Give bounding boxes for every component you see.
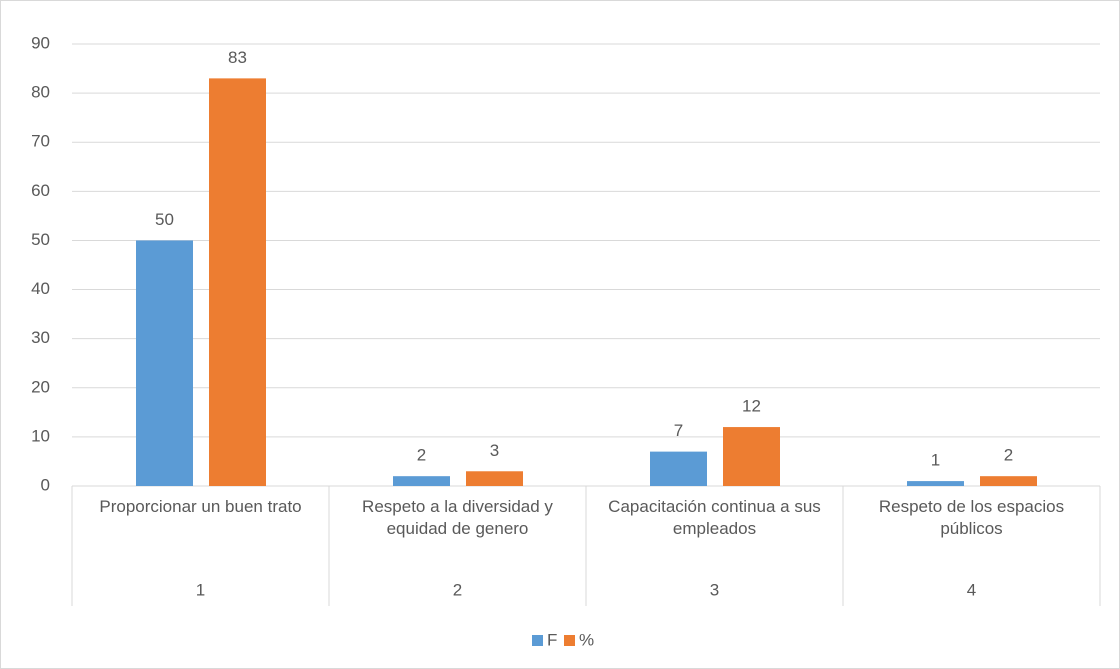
bar <box>723 427 780 486</box>
legend-label: F <box>547 630 557 649</box>
x-tick-label-group: Respeto a la diversidad y equidad de gen… <box>362 497 553 538</box>
x-tick-label: Respeto a la diversidad y equidad de gen… <box>362 497 553 538</box>
x-tick-label: Capacitación continua a sus empleados <box>608 497 821 538</box>
data-label: 2 <box>417 446 426 465</box>
x-tick-number: 1 <box>196 580 205 599</box>
bar <box>907 481 964 486</box>
x-tick-number: 2 <box>453 580 462 599</box>
x-tick-label: Proporcionar un buen trato <box>99 497 302 516</box>
y-tick-label: 40 <box>31 279 50 298</box>
bar <box>466 471 523 486</box>
data-label: 7 <box>674 421 683 440</box>
x-tick-number: 4 <box>967 580 976 599</box>
data-label: 2 <box>1004 446 1013 465</box>
x-tick-label-group: Respeto de los espacios públicos <box>878 497 1065 538</box>
bar <box>980 476 1037 486</box>
y-tick-label: 70 <box>31 132 50 151</box>
data-label: 83 <box>228 48 247 67</box>
legend-label: % <box>579 630 594 649</box>
y-tick-label: 30 <box>31 328 50 347</box>
bar <box>393 476 450 486</box>
x-tick-number: 3 <box>710 580 719 599</box>
bar <box>209 78 266 486</box>
y-tick-label: 80 <box>31 83 50 102</box>
bar <box>136 240 193 486</box>
bar <box>650 451 707 486</box>
data-label: 3 <box>490 441 499 460</box>
y-tick-label: 20 <box>31 377 50 396</box>
data-label: 12 <box>742 397 761 416</box>
y-tick-label: 0 <box>41 475 50 494</box>
y-tick-label: 60 <box>31 181 50 200</box>
y-tick-label: 10 <box>31 426 50 445</box>
y-tick-label: 50 <box>31 230 50 249</box>
x-tick-label-group: Proporcionar un buen trato <box>99 497 302 516</box>
data-label: 1 <box>931 451 940 470</box>
x-tick-label: Respeto de los espacios públicos <box>878 497 1065 538</box>
legend-swatch <box>564 635 575 646</box>
x-tick-label-group: Capacitación continua a sus empleados <box>608 497 821 538</box>
data-label: 50 <box>155 210 174 229</box>
y-tick-label: 90 <box>31 33 50 52</box>
legend-swatch <box>532 635 543 646</box>
